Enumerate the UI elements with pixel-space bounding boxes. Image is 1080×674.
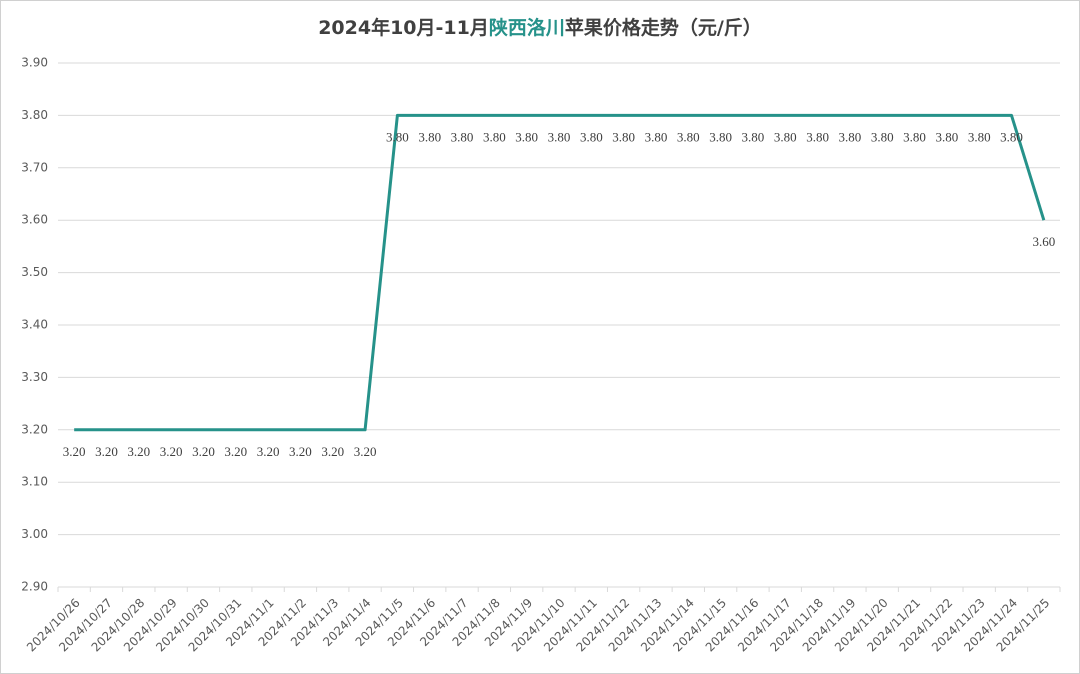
value-label: 3.80	[968, 129, 991, 144]
value-label: 3.60	[1032, 234, 1055, 249]
value-label: 3.80	[935, 129, 958, 144]
value-label: 3.80	[742, 129, 765, 144]
y-tick-label: 3.90	[21, 56, 48, 70]
y-tick-label: 2.90	[21, 580, 48, 594]
value-label: 3.80	[612, 129, 635, 144]
title-part: 苹果价格走势（元/斤）	[565, 16, 762, 39]
y-tick-label: 3.00	[21, 527, 48, 541]
value-label: 3.20	[192, 444, 215, 459]
value-label: 3.20	[127, 444, 150, 459]
value-label: 3.80	[709, 129, 732, 144]
value-label: 3.20	[160, 444, 183, 459]
value-label: 3.80	[548, 129, 571, 144]
y-tick-label: 3.10	[21, 475, 48, 489]
line	[74, 113, 1046, 432]
y-tick-label: 3.50	[21, 265, 48, 279]
value-label: 3.80	[903, 129, 926, 144]
value-label: 3.80	[645, 129, 668, 144]
value-label: 3.80	[774, 129, 797, 144]
y-tick-label: 3.70	[21, 160, 48, 174]
value-label: 3.80	[418, 129, 441, 144]
y-tick-label: 3.60	[21, 213, 48, 227]
value-label: 3.80	[871, 129, 894, 144]
value-label: 3.20	[257, 444, 280, 459]
chart-title: 2024年10月-11月陕西洛川苹果价格走势（元/斤）	[318, 16, 762, 39]
value-label: 3.80	[451, 129, 474, 144]
value-label: 3.80	[386, 129, 409, 144]
value-label: 3.80	[806, 129, 829, 144]
value-label: 3.80	[580, 129, 603, 144]
value-label: 3.80	[1000, 129, 1023, 144]
y-tick-label: 3.30	[21, 370, 48, 384]
value-label: 3.80	[839, 129, 862, 144]
value-label: 3.20	[289, 444, 312, 459]
value-label: 3.20	[63, 444, 86, 459]
title-part: 2024年10月-11月	[318, 16, 489, 39]
value-label: 3.80	[483, 129, 506, 144]
value-label: 3.80	[515, 129, 538, 144]
value-label: 3.20	[95, 444, 118, 459]
y-tick-label: 3.20	[21, 422, 48, 436]
y-tick-label: 3.40	[21, 318, 48, 332]
value-label: 3.20	[321, 444, 344, 459]
title-part: 陕西洛川	[489, 16, 565, 39]
value-label: 3.20	[354, 444, 377, 459]
value-label: 3.20	[224, 444, 247, 459]
value-label: 3.80	[677, 129, 700, 144]
y-tick-label: 3.80	[21, 108, 48, 122]
